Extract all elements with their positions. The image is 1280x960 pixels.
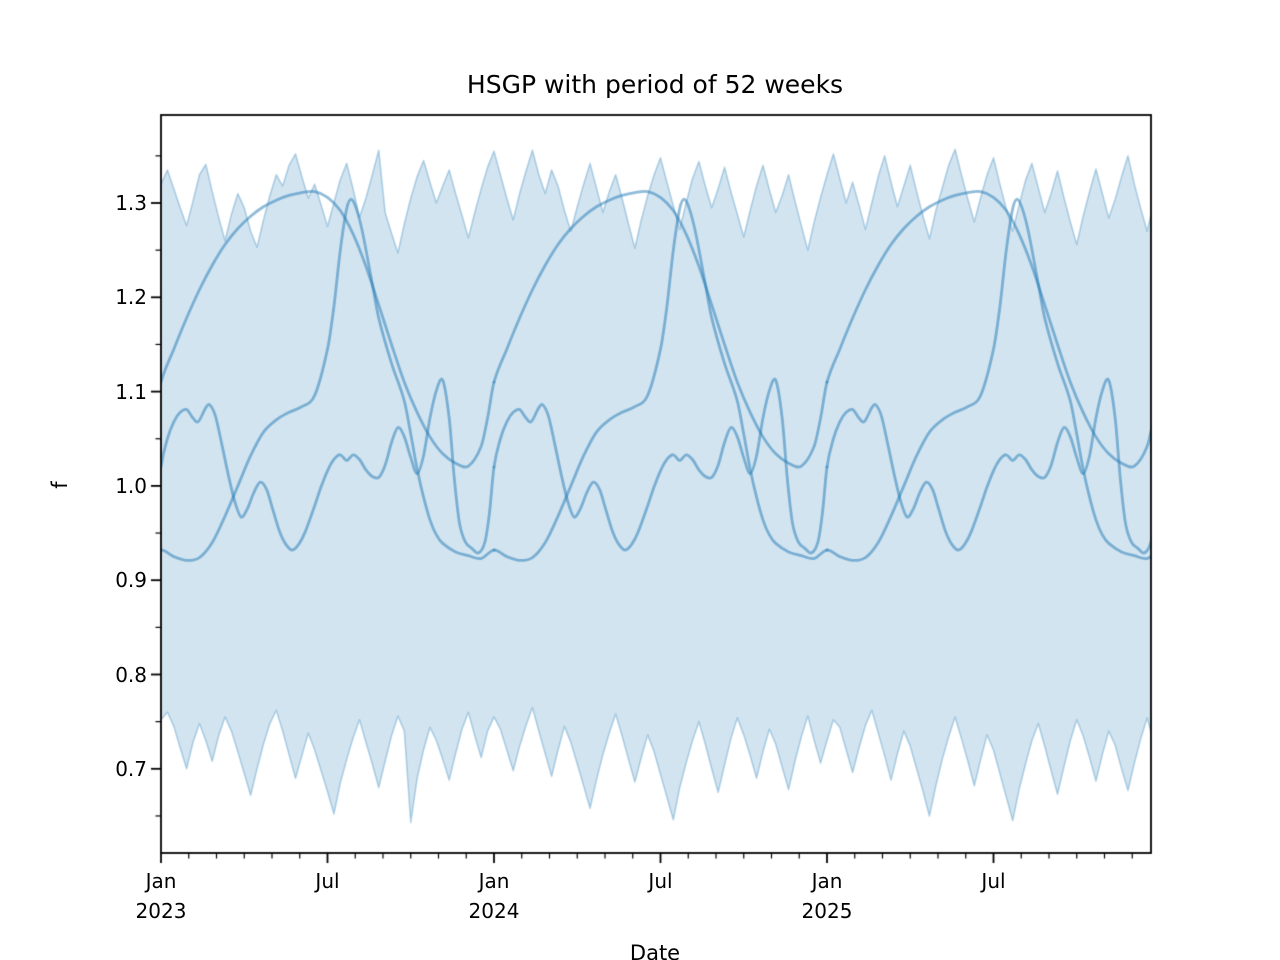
y-tick-label: 1.1: [115, 379, 147, 404]
chart-title: HSGP with period of 52 weeks: [466, 70, 844, 99]
x-tick-year: 2025: [801, 899, 853, 923]
y-tick-label: 1.3: [115, 191, 147, 215]
x-tick-label: Jul: [315, 869, 340, 893]
x-tick-year: 2024: [468, 899, 520, 923]
y-tick-label: 1.0: [115, 473, 147, 498]
y-axis-label: f: [48, 481, 72, 489]
x-tick-year: 2023: [135, 899, 187, 923]
x-tick-label: Jan 2024: [469, 866, 520, 926]
x-axis-label: Date: [629, 941, 681, 960]
y-tick-label: 0.9: [115, 568, 147, 593]
y-tick-label: 0.7: [115, 756, 147, 781]
x-tick-label: Jan 2025: [802, 866, 853, 926]
y-tick-label: 0.8: [115, 662, 147, 687]
x-tick-label: Jan 2023: [136, 866, 187, 926]
y-tick-label: 1.2: [115, 285, 147, 310]
x-tick-label: Jul: [981, 869, 1006, 893]
x-tick-label: Jul: [648, 869, 673, 893]
